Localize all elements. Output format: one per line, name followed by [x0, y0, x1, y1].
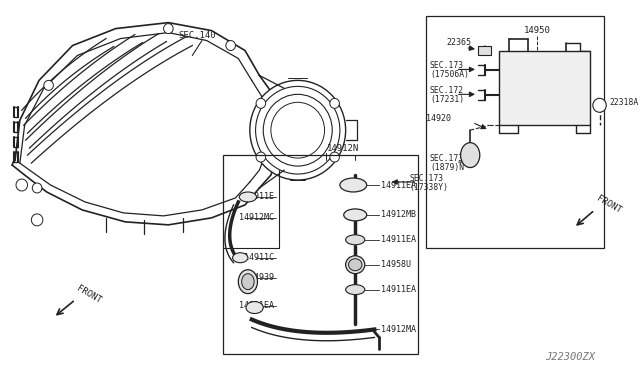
- Text: 14912MA: 14912MA: [381, 325, 416, 334]
- Text: 14911C: 14911C: [244, 253, 274, 262]
- Text: (17506A): (17506A): [430, 70, 469, 79]
- Text: SEC.173: SEC.173: [430, 61, 464, 70]
- Circle shape: [31, 214, 43, 226]
- Text: 22365: 22365: [446, 38, 471, 47]
- Circle shape: [330, 98, 339, 108]
- Circle shape: [593, 98, 606, 112]
- Bar: [499, 51, 590, 125]
- Text: FRONT: FRONT: [76, 284, 103, 305]
- Text: J22300ZX: J22300ZX: [545, 352, 595, 362]
- Ellipse shape: [239, 192, 257, 202]
- Circle shape: [330, 152, 339, 162]
- Bar: [426, 16, 604, 248]
- Text: 14920: 14920: [426, 114, 451, 123]
- Text: 14912N: 14912N: [326, 144, 359, 153]
- Text: (17338Y): (17338Y): [410, 183, 449, 192]
- Text: SEC.140: SEC.140: [178, 31, 216, 40]
- Text: 14911EA: 14911EA: [381, 285, 416, 294]
- Text: SEC.173: SEC.173: [430, 154, 464, 163]
- Ellipse shape: [238, 270, 257, 294]
- Ellipse shape: [461, 143, 480, 167]
- Circle shape: [164, 23, 173, 33]
- Text: 22318A: 22318A: [609, 98, 638, 107]
- Ellipse shape: [232, 253, 248, 263]
- Text: FRONT: FRONT: [595, 194, 623, 215]
- Text: 14912MC: 14912MC: [239, 214, 274, 222]
- Text: 14911E: 14911E: [244, 192, 274, 202]
- Ellipse shape: [246, 302, 263, 314]
- Ellipse shape: [346, 235, 365, 245]
- Circle shape: [226, 41, 236, 51]
- Text: 14911EA: 14911EA: [239, 301, 274, 310]
- Circle shape: [250, 80, 346, 180]
- Bar: [478, 45, 492, 55]
- Text: SEC.173: SEC.173: [410, 173, 444, 183]
- Circle shape: [32, 183, 42, 193]
- Text: (17231): (17231): [430, 95, 464, 104]
- Text: 14939: 14939: [249, 273, 274, 282]
- Ellipse shape: [349, 259, 362, 271]
- Circle shape: [44, 80, 53, 90]
- Circle shape: [16, 179, 28, 191]
- Text: 14911EA: 14911EA: [381, 235, 416, 244]
- Text: (1879)N: (1879)N: [430, 163, 464, 171]
- Circle shape: [256, 152, 266, 162]
- Text: 14911EA: 14911EA: [381, 180, 416, 189]
- Text: 14912MB: 14912MB: [381, 211, 416, 219]
- Text: 14950: 14950: [524, 26, 550, 35]
- Bar: [223, 155, 417, 355]
- Circle shape: [256, 98, 266, 108]
- Text: 14958U: 14958U: [381, 260, 411, 269]
- Ellipse shape: [344, 209, 367, 221]
- Ellipse shape: [340, 178, 367, 192]
- Ellipse shape: [346, 285, 365, 295]
- Ellipse shape: [346, 256, 365, 274]
- Ellipse shape: [242, 274, 254, 290]
- Text: SEC.172: SEC.172: [430, 86, 464, 95]
